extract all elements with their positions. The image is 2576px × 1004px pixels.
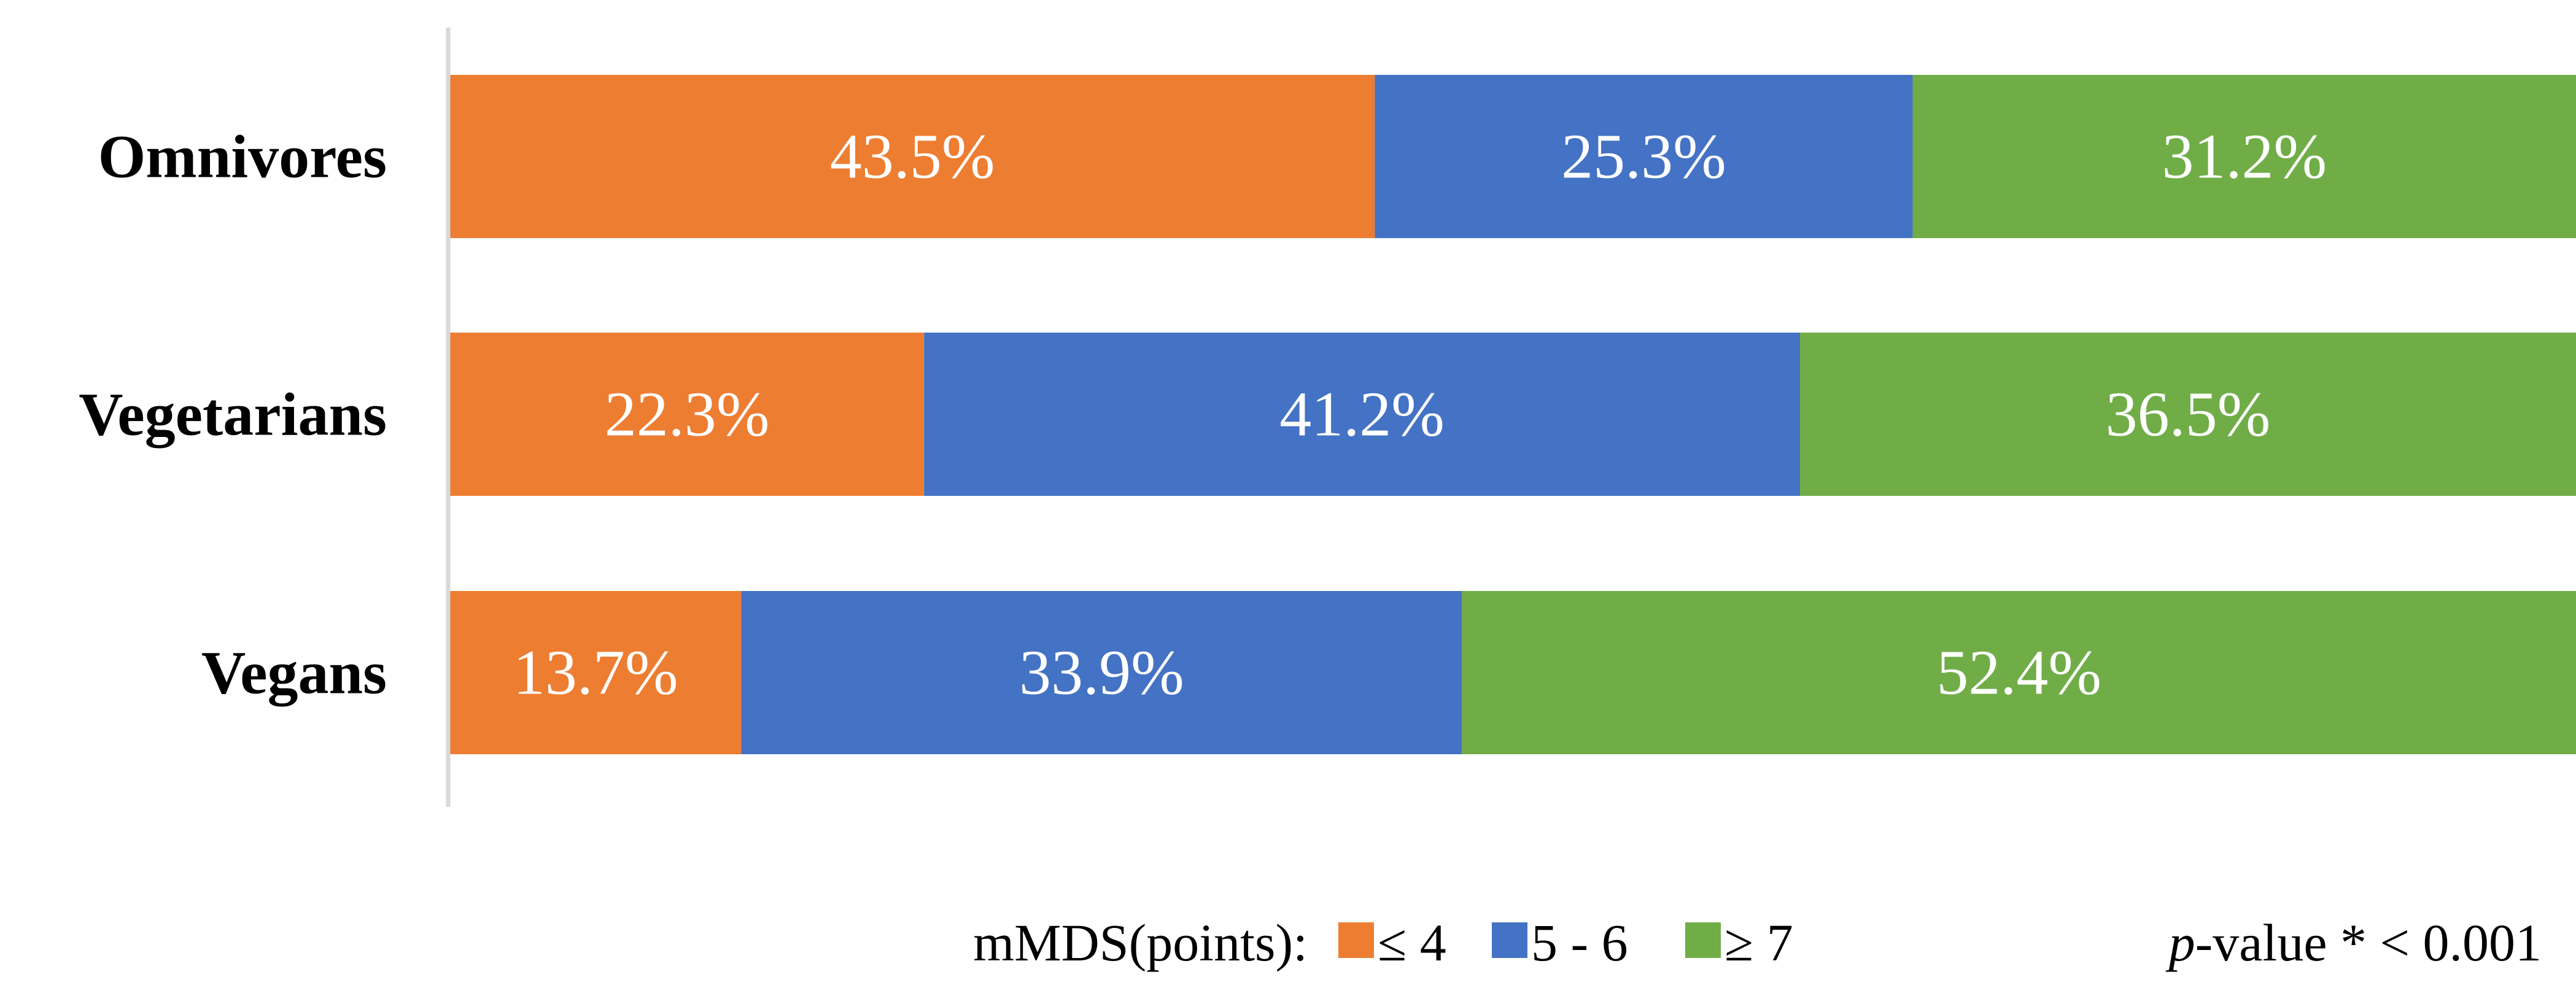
data-label-omnivores-series-3: 31.2% — [2162, 122, 2327, 192]
p-value-italic-p: p — [2165, 913, 2195, 972]
data-label-omnivores-series-1: 43.5% — [830, 122, 995, 192]
legend-swatch-2 — [1492, 922, 1527, 958]
bar-omnivores-series-1 — [450, 75, 1375, 238]
bar-vegans-series-1 — [450, 591, 742, 754]
data-label-vegetarians-series-1: 22.3% — [605, 379, 770, 450]
p-value-annotation: p-value * < 0.001 — [2165, 913, 2542, 972]
p-value-text: -value * < 0.001 — [2195, 913, 2542, 972]
legend-title: mMDS(points): — [973, 913, 1308, 972]
data-label-omnivores-series-2: 25.3% — [1561, 122, 1726, 192]
bars-group: 43.5% 25.3% 31.2% 22.3% 41.2% 36.5% 13.7% 33.9%… — [450, 75, 2576, 754]
bar-vegans-series-3 — [1462, 591, 2576, 754]
legend-items: ≤ 4 5 - 6 ≥ 7 — [1338, 913, 1793, 972]
legend: mMDS(points): ≤ 4 5 - 6 ≥ 7 — [973, 913, 1793, 972]
data-label-vegetarians-series-2: 41.2% — [1279, 379, 1445, 450]
bar-omnivores-series-2 — [1375, 75, 1913, 238]
data-label-vegans-series-2: 33.9% — [1019, 638, 1184, 708]
category-label-omnivores: Omnivores — [98, 123, 387, 191]
category-labels-group: Omnivores Vegetarians Vegans — [79, 123, 387, 707]
bar-vegetarians-series-1 — [450, 333, 925, 496]
category-label-vegans: Vegans — [201, 639, 387, 707]
data-label-vegans-series-1: 13.7% — [513, 638, 678, 708]
data-label-vegans-series-3: 52.4% — [1936, 638, 2101, 708]
legend-label-3: ≥ 7 — [1724, 913, 1793, 972]
data-label-vegetarians-series-3: 36.5% — [2106, 379, 2271, 450]
legend-swatch-1 — [1338, 922, 1374, 958]
bar-vegetarians-series-2 — [924, 333, 1801, 496]
bar-omnivores-series-3 — [1912, 75, 2576, 238]
legend-label-2: 5 - 6 — [1531, 913, 1628, 972]
legend-label-1: ≤ 4 — [1378, 913, 1446, 972]
category-label-vegetarians: Vegetarians — [79, 380, 387, 449]
bar-vegans-series-2 — [741, 591, 1462, 754]
bar-vegetarians-series-3 — [1800, 333, 2576, 496]
legend-swatch-3 — [1685, 922, 1721, 958]
